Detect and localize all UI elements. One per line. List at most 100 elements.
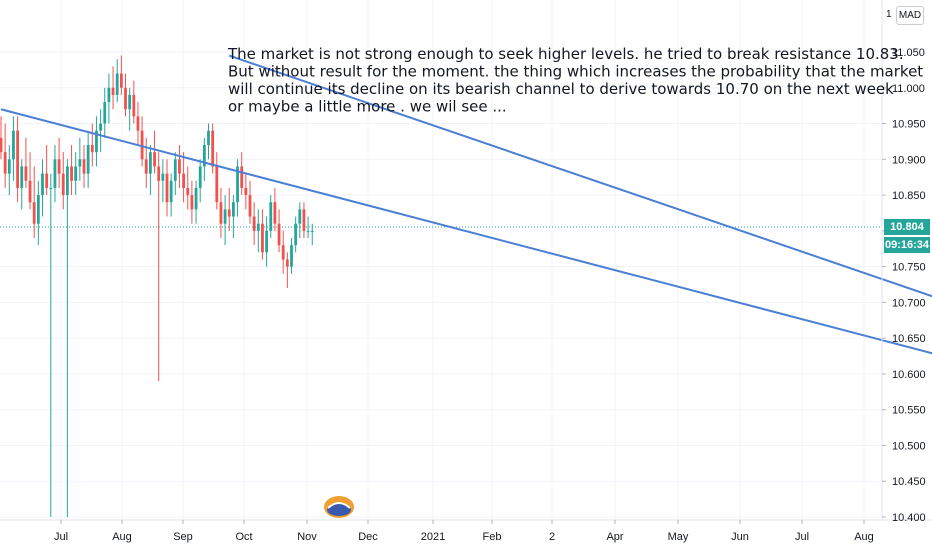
price-axis[interactable]: 10.400 10.450 10.500 10.550 10.600 10.650 10.7… [882,47,926,524]
candle-body [173,159,177,181]
price-tick-label: 11.050 [892,47,925,59]
time-tick-label: Nov [297,531,317,543]
candle-body [182,173,185,188]
candle-body [306,230,310,232]
candle-body [99,123,102,131]
annotation-text[interactable]: The market is not strong enough to seek … [227,45,923,116]
candle-body [265,230,268,253]
candle-body [45,173,49,188]
time-tick-label: Apr [606,531,623,543]
annotation-line: or maybe a little more . we wil see ... [228,98,507,116]
time-tick-label: Jul [795,531,809,543]
price-tick-label: 10.850 [892,190,926,202]
candle-body [219,202,223,224]
candles [0,55,314,517]
time-tick-label: 2021 [421,531,445,543]
candle-body [78,159,82,167]
candle-body [252,216,256,231]
last-price-label: 10.804 [884,219,930,235]
candle-body [107,87,111,103]
candle-body [82,159,86,174]
candle-body [302,209,306,231]
time-axis[interactable]: Jul Aug Sep Oct Nov Dec 2021 Feb 2 Apr May Jun Jul Au… [54,520,874,543]
candle-body [290,245,293,267]
time-tick-label: Sep [173,531,193,543]
candle-body [95,130,98,153]
price-tick-label: 10.950 [892,119,926,131]
candle-body [115,73,119,95]
candle-body [103,102,107,124]
time-tick-label: Jul [54,531,68,543]
time-tick-label: Dec [358,531,378,543]
time-tick-label: 2 [549,531,555,543]
candle-body [119,73,123,88]
price-tick-label: 10.450 [892,476,926,488]
candle-body [178,159,181,174]
price-tick-label: 11.000 [892,83,925,95]
candle-body [277,223,281,246]
currency-badge[interactable]: MAD [896,6,924,25]
candle-body [32,202,36,224]
candle-body [12,130,15,160]
lower-channel-line[interactable] [0,108,932,456]
candle-body [74,166,78,181]
price-tick-label: 10.500 [892,440,926,452]
time-tick-label: Aug [854,531,874,543]
candle-body [207,130,210,145]
currency-prefix: 1 [886,9,892,20]
candle-body [149,152,152,174]
price-tick-label: 10.700 [892,297,926,309]
candle-body [285,259,289,267]
candle-body [248,195,252,217]
candle-body [161,173,165,181]
upper-channel-line[interactable] [228,54,932,464]
candle-body [144,159,148,174]
candle-body [298,209,302,224]
candle-body [157,166,161,181]
candle-body [294,223,298,246]
candle-body [190,195,194,210]
price-tick-label: 10.400 [892,512,926,524]
candle-body [227,209,231,217]
candle-body [153,152,156,167]
candle-body [236,166,239,203]
countdown-label: 09:16:34 [884,237,930,253]
grid [0,0,882,520]
candle-body [244,187,248,196]
candle-body [169,180,173,203]
candle-body [24,166,28,181]
candle-body [140,130,144,160]
candle-body [53,159,57,188]
candle-body [198,166,202,188]
candle-body [36,195,40,224]
price-tick-label: 10.750 [892,262,926,274]
time-tick-label: Aug [112,531,132,543]
author-logo-icon [324,496,354,518]
time-tick-label: May [668,531,689,543]
candle-body [124,87,127,110]
candle-body [70,166,73,181]
candle-body [240,166,244,188]
candle-body [16,130,19,188]
candle-body [66,166,69,196]
candle-body [111,87,115,95]
candle-body [186,187,190,196]
candle-body [41,173,44,196]
candle-body [28,180,32,203]
time-tick-label: Oct [235,531,252,543]
candle-body [202,145,206,167]
trend-lines[interactable] [0,54,932,464]
annotation-line: But without result for the moment. the t… [228,63,923,81]
candle-body [281,245,285,260]
candle-body [90,145,94,153]
annotation-line: will continue its decline on its bearish… [228,80,894,98]
price-tick-label: 10.550 [892,405,926,417]
candle-body [136,116,140,131]
candle-body [132,94,136,117]
price-tick-label: 10.600 [892,369,926,381]
candle-body [211,130,215,167]
candle-body [165,173,169,203]
price-tick-label: 10.650 [892,333,926,345]
